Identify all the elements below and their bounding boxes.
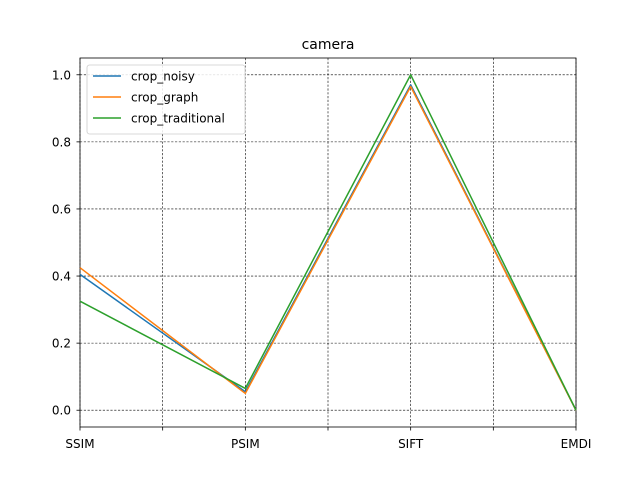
x-tick-label: SSIM bbox=[65, 437, 94, 451]
plot-frame bbox=[79, 57, 577, 428]
axes: 0.0 0.2 0.4 0.6 0.8 1.0 SSIM PSIM SIFT EMDI bbox=[52, 57, 592, 451]
x-tick-label: PSIM bbox=[231, 437, 260, 451]
legend-label: crop_traditional bbox=[131, 112, 225, 126]
legend-label: crop_graph bbox=[131, 91, 198, 105]
series-line-crop-graph bbox=[79, 85, 577, 411]
y-tick-label: 0.6 bbox=[52, 202, 71, 216]
y-tick-label: 0.2 bbox=[52, 337, 71, 351]
y-tick-label: 0.4 bbox=[52, 270, 71, 284]
y-tick-label: 1.0 bbox=[52, 68, 71, 82]
chart-title: camera bbox=[302, 37, 355, 53]
y-tick-label: 0.0 bbox=[52, 404, 71, 418]
legend-label: crop_noisy bbox=[131, 70, 195, 84]
y-tick-label: 0.8 bbox=[52, 135, 71, 149]
legend: crop_noisy crop_graph crop_traditional bbox=[86, 64, 246, 135]
x-tick-label: SIFT bbox=[398, 437, 424, 451]
x-tick-label: EMDI bbox=[561, 437, 592, 451]
series-line-crop-traditional bbox=[79, 74, 577, 411]
data-series bbox=[79, 74, 577, 411]
legend-box bbox=[86, 64, 246, 135]
